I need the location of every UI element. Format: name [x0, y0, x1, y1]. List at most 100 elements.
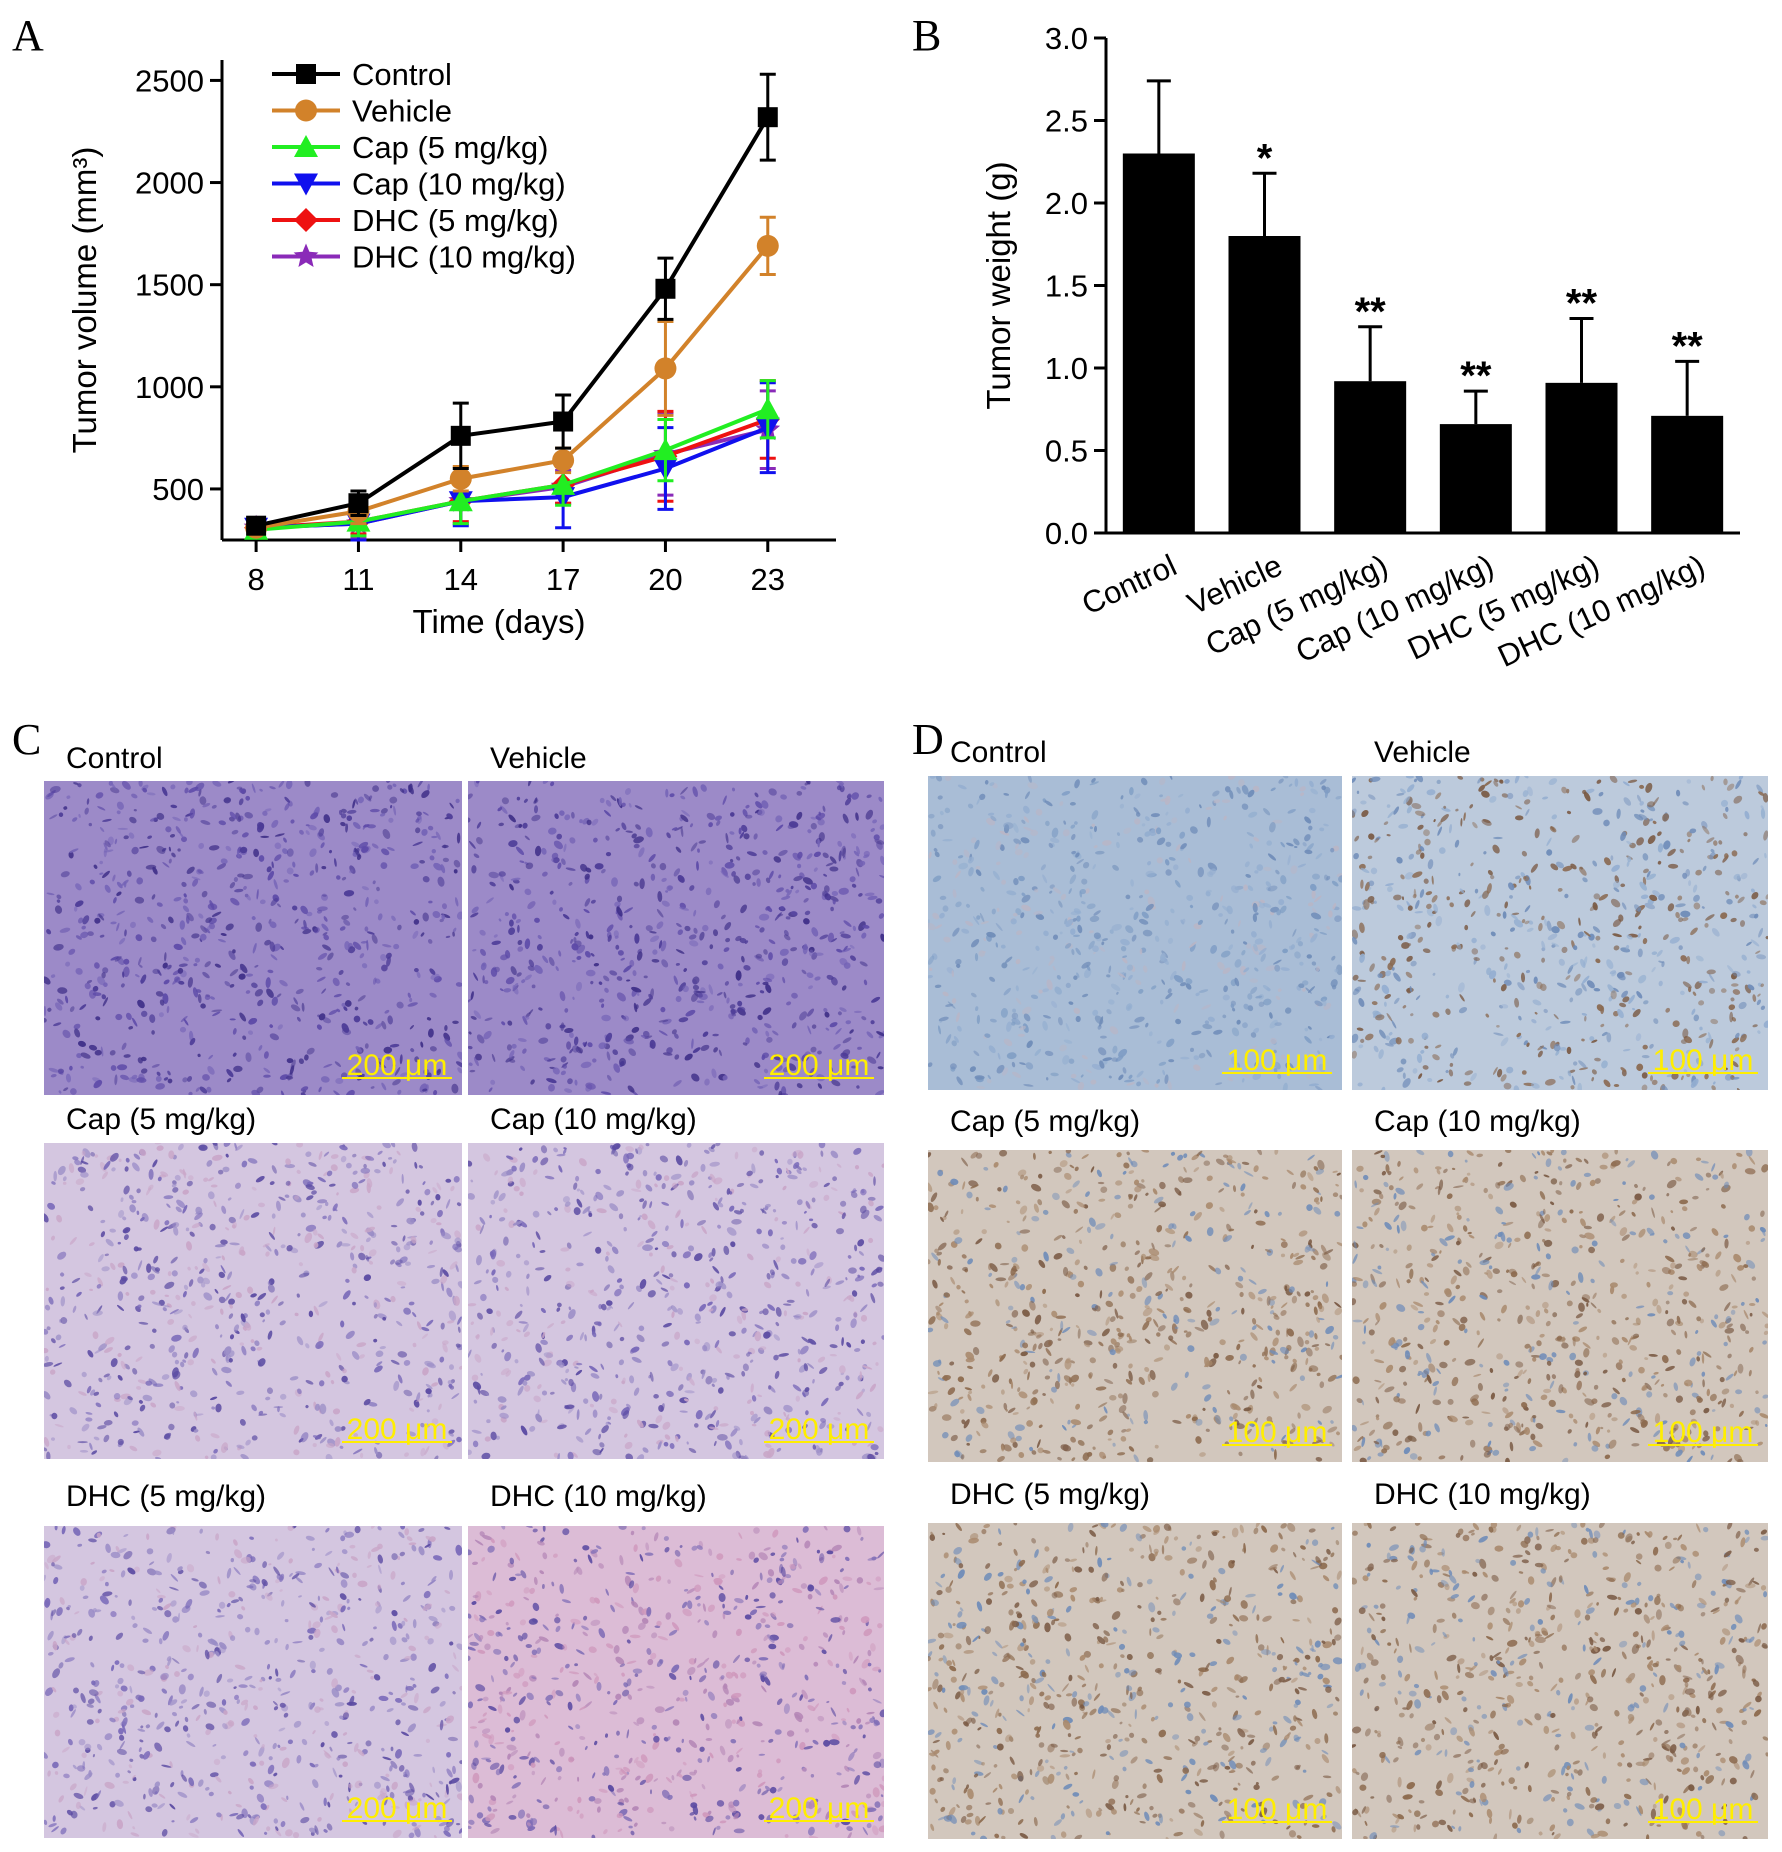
bar	[1334, 381, 1407, 533]
panel-label-c: C	[12, 715, 42, 764]
y-tick-label: 2.5	[1045, 104, 1088, 139]
tissue-texture	[928, 1150, 1342, 1462]
data-point	[553, 411, 574, 432]
he-micrograph: 200 μm	[44, 1143, 462, 1459]
series-line	[255, 244, 770, 530]
legend-marker	[294, 135, 318, 157]
y-tick-label: 500	[152, 472, 204, 507]
legend-entry: Control	[352, 57, 452, 92]
scale-bar: 200 μm	[764, 1792, 874, 1825]
x-axis-label: Time (days)	[413, 603, 586, 640]
scale-bar: 200 μm	[342, 1792, 452, 1825]
panel-label-b: B	[912, 11, 942, 60]
scale-bar-label: 100 μm	[1652, 1793, 1754, 1826]
scale-bar-line	[1222, 1821, 1332, 1823]
significance-mark: **	[1566, 282, 1598, 326]
data-point	[755, 397, 780, 420]
tissue-texture	[928, 776, 1342, 1090]
he-panel-label: DHC (10 mg/kg)	[490, 1480, 707, 1513]
significance-mark: **	[1672, 324, 1704, 368]
legend-entry: DHC (5 mg/kg)	[352, 203, 559, 238]
scale-bar: 100 μm	[1648, 1416, 1758, 1449]
ihc-micrograph: 100 μm	[1352, 1150, 1768, 1462]
y-axis-label: Tumor weight (g)	[980, 161, 1017, 409]
legend-marker	[295, 99, 317, 122]
he-panel-label: Control	[66, 742, 163, 775]
y-tick-label: 1000	[135, 370, 204, 405]
y-tick-label: 0.0	[1045, 516, 1088, 551]
tissue-texture	[44, 1526, 462, 1838]
scale-bar-label: 200 μm	[346, 1049, 448, 1082]
x-tick-label: 20	[648, 562, 682, 597]
tissue-texture	[1352, 1523, 1768, 1839]
x-tick-label: 23	[751, 562, 785, 597]
ihc-panel-label: Vehicle	[1374, 736, 1471, 769]
ihc-micrograph: 100 μm	[928, 776, 1342, 1090]
series-line	[255, 116, 770, 528]
legend-marker	[296, 64, 316, 84]
scale-bar-line	[1648, 1821, 1758, 1823]
tissue-texture	[468, 1526, 884, 1838]
scale-bar-label: 200 μm	[768, 1413, 870, 1446]
significance-mark: *	[1257, 136, 1273, 180]
data-point	[348, 493, 369, 514]
legend-marker	[293, 243, 319, 267]
ihc-micrograph: 100 μm	[928, 1150, 1342, 1462]
ihc-panel-label: DHC (10 mg/kg)	[1374, 1478, 1591, 1511]
scale-bar-label: 200 μm	[346, 1413, 448, 1446]
data-point	[655, 278, 676, 299]
series-line	[255, 417, 769, 530]
scale-bar-label: 100 μm	[1226, 1416, 1328, 1449]
scale-bar: 100 μm	[1222, 1046, 1332, 1076]
x-tick-label: 17	[546, 562, 580, 597]
data-point	[756, 234, 779, 257]
y-tick-label: 2000	[135, 166, 204, 201]
panel-label-d: D	[912, 715, 944, 764]
series-line	[256, 427, 769, 530]
he-micrograph: 200 μm	[468, 1143, 884, 1459]
he-panel-label: Vehicle	[490, 742, 587, 775]
legend-marker	[294, 173, 318, 196]
panel-label-a: A	[12, 11, 44, 60]
scale-bar-line	[764, 1077, 874, 1079]
scale-bar-line	[1648, 1444, 1758, 1446]
x-tick-label: 11	[342, 562, 374, 597]
data-point	[449, 467, 472, 490]
data-point	[246, 515, 267, 536]
tissue-texture	[44, 781, 462, 1095]
scale-bar-label: 200 μm	[768, 1049, 870, 1082]
scale-bar-label: 200 μm	[768, 1792, 870, 1825]
ihc-panel-label: Cap (5 mg/kg)	[950, 1105, 1141, 1138]
scale-bar: 100 μm	[1222, 1795, 1332, 1825]
scale-bar: 200 μm	[764, 1049, 874, 1082]
y-tick-label: 2500	[135, 63, 204, 98]
tumor-volume-line-chart: 500 1000 1500 2000 2500 8 11 14 17 20 23 Time (days…	[66, 57, 836, 640]
tissue-texture	[468, 781, 884, 1095]
bar	[1122, 153, 1195, 533]
scale-bar-label: 100 μm	[1652, 1416, 1754, 1449]
series-line	[255, 407, 769, 532]
ihc-micrograph: 100 μm	[1352, 776, 1768, 1090]
data-point	[654, 357, 677, 380]
tissue-texture	[1352, 1150, 1768, 1462]
legend-entry: Vehicle	[352, 94, 452, 129]
data-point	[450, 425, 471, 446]
y-tick-label: 1500	[135, 268, 204, 303]
y-tick-label: 1.5	[1045, 269, 1088, 304]
scale-bar-line	[764, 1441, 874, 1443]
legend-entry: Cap (5 mg/kg)	[352, 130, 548, 165]
data-point	[448, 489, 473, 512]
ihc-panel-label: Control	[950, 736, 1047, 769]
data-point	[653, 438, 678, 461]
ihc-micrograph: 100 μm	[1352, 1523, 1768, 1839]
scale-bar-label: 200 μm	[346, 1792, 448, 1825]
y-tick-label: 0.5	[1045, 434, 1088, 469]
y-axis-label: Tumor volume (mm³)	[66, 147, 103, 454]
scale-bar-line	[342, 1441, 452, 1443]
tumor-weight-bar-chart: 0.0 0.5 1.0 1.5 2.0 2.5 3.0 Tumor weight (g) Con…	[980, 21, 1740, 674]
ihc-micrograph: 100 μm	[928, 1523, 1342, 1839]
data-point	[551, 472, 576, 495]
he-micrograph: 200 μm	[44, 1526, 462, 1838]
y-tick-label: 2.0	[1045, 186, 1088, 221]
